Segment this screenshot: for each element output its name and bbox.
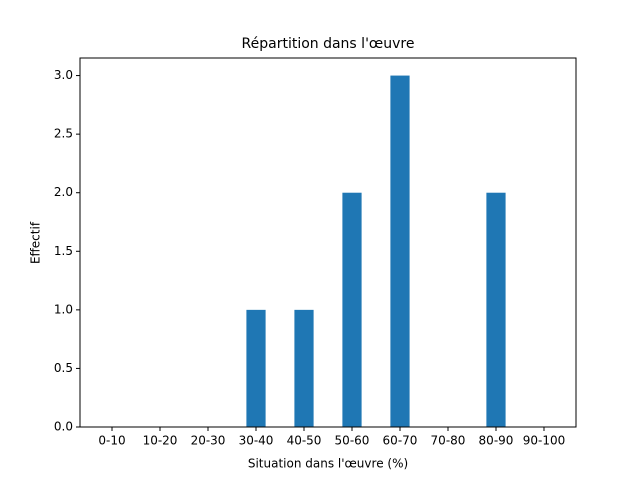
x-tick-label: 60-70 (383, 434, 418, 448)
x-tick-label: 70-80 (431, 434, 466, 448)
chart-title: Répartition dans l'œuvre (242, 36, 415, 52)
bar (390, 75, 410, 428)
bar (486, 192, 506, 427)
y-tick-label: 3.0 (54, 68, 73, 82)
plot-frame (79, 57, 577, 428)
y-axis-label: Effectif (29, 221, 43, 264)
y-tick-label: 1.0 (54, 302, 73, 316)
y-tick-label: 1.5 (54, 244, 73, 258)
y-tick-label: 0.5 (54, 361, 73, 375)
y-tick-label: 2.0 (54, 185, 73, 199)
x-tick-label: 0-10 (98, 434, 125, 448)
y-tick-label: 2.5 (54, 127, 73, 141)
x-tick-label: 50-60 (335, 434, 370, 448)
x-axis-label: Situation dans l'œuvre (%) (248, 457, 408, 471)
bar (246, 309, 266, 427)
bar (342, 192, 362, 427)
bar (294, 309, 314, 427)
x-tick-label: 10-20 (143, 434, 178, 448)
x-tick-label: 30-40 (239, 434, 274, 448)
x-tick-label: 40-50 (287, 434, 322, 448)
x-tick-label: 20-30 (191, 434, 226, 448)
x-tick-label: 80-90 (479, 434, 514, 448)
y-tick-label: 0.0 (54, 420, 73, 434)
x-tick-label: 90-100 (523, 434, 566, 448)
